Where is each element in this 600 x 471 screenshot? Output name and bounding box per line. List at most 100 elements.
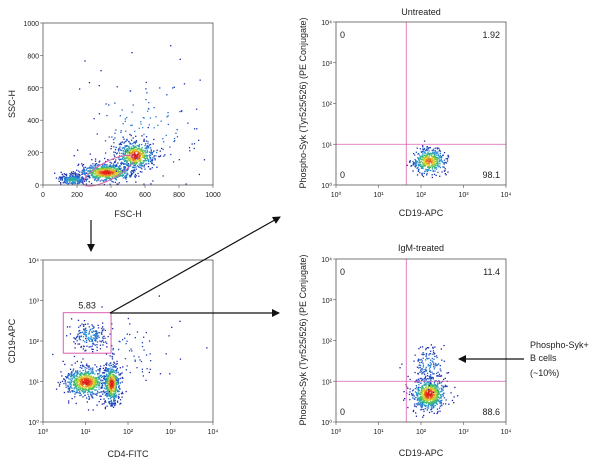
event-dot <box>67 390 69 393</box>
event-dot <box>85 169 87 171</box>
event-dot <box>84 378 86 380</box>
untreated-q-top-right: 1.92 <box>482 30 500 40</box>
event-dot <box>97 335 100 337</box>
event-dot <box>433 387 435 389</box>
event-dot <box>422 146 424 148</box>
event-dot <box>169 146 171 148</box>
event-dot <box>147 140 149 143</box>
event-dot <box>115 377 117 380</box>
event-dot <box>107 159 109 161</box>
event-dot <box>106 375 108 377</box>
event-dot <box>122 169 124 172</box>
event-dot <box>109 395 111 397</box>
event-dot <box>71 178 73 180</box>
event-dot <box>134 164 136 166</box>
event-dot <box>119 175 121 177</box>
event-dot <box>420 159 422 161</box>
event-dot <box>145 143 147 145</box>
event-dot <box>135 168 137 170</box>
event-dot <box>79 331 82 334</box>
event-dot <box>90 395 92 397</box>
event-dot <box>440 397 442 399</box>
event-dot <box>71 178 74 180</box>
event-dot <box>110 393 112 395</box>
event-dot <box>107 380 109 382</box>
event-dot <box>140 150 142 152</box>
event-dot <box>453 396 455 398</box>
event-dot <box>416 381 419 383</box>
event-dot <box>85 183 88 185</box>
event-dot <box>433 368 435 370</box>
event-dot <box>112 373 114 375</box>
event-dot <box>62 360 64 362</box>
event-dot <box>129 371 131 374</box>
event-dot <box>444 173 446 175</box>
event-dot <box>112 158 114 160</box>
event-dot <box>76 340 78 342</box>
event-dot <box>97 376 99 379</box>
event-dot <box>420 358 422 361</box>
event-dot <box>76 391 78 393</box>
event-dot <box>98 170 100 172</box>
event-dot <box>109 161 111 163</box>
event-dot <box>73 341 75 343</box>
event-dot <box>138 152 141 154</box>
event-dot <box>438 390 440 393</box>
event-dot <box>117 183 119 185</box>
event-dot <box>148 340 151 342</box>
event-dot <box>104 406 107 408</box>
event-dot <box>146 157 148 159</box>
event-dot <box>92 378 94 380</box>
event-dot <box>442 166 444 168</box>
event-dot <box>96 133 98 135</box>
event-dot <box>147 146 149 148</box>
event-dot <box>82 358 84 360</box>
event-dot <box>123 168 126 170</box>
event-dot <box>434 385 437 387</box>
event-dot <box>426 163 429 165</box>
event-dot <box>106 377 108 380</box>
event-dot <box>61 173 63 175</box>
event-dot <box>118 348 120 351</box>
event-dot <box>421 162 424 164</box>
event-dot <box>424 381 426 383</box>
event-dot <box>433 162 435 164</box>
event-dot <box>128 148 130 150</box>
event-dot <box>431 411 433 413</box>
event-dot <box>135 150 137 152</box>
x-tick-label: 10¹ <box>373 429 384 436</box>
event-dot <box>65 174 68 177</box>
event-dot <box>146 152 148 154</box>
event-dot <box>138 143 141 146</box>
event-dot <box>179 58 181 60</box>
event-dot <box>103 398 105 400</box>
event-dot <box>113 146 115 148</box>
event-dot <box>421 386 423 389</box>
event-dot <box>418 165 420 167</box>
event-dot <box>435 168 438 170</box>
event-dot <box>140 360 143 363</box>
event-dot <box>454 386 456 389</box>
event-dot <box>115 382 117 384</box>
event-dot <box>139 166 141 168</box>
event-dot <box>107 371 110 373</box>
event-dot <box>62 175 64 178</box>
event-dot <box>432 389 435 392</box>
event-dot <box>131 149 133 151</box>
event-dot <box>443 360 445 362</box>
event-dot <box>97 381 100 383</box>
event-dot <box>436 394 438 396</box>
event-dot <box>108 370 110 372</box>
event-dot <box>435 390 437 392</box>
event-dot <box>77 181 79 183</box>
event-dot <box>422 152 424 155</box>
event-dot <box>421 401 423 403</box>
event-dot <box>425 347 427 349</box>
event-dot <box>100 168 102 170</box>
event-dot <box>78 376 80 378</box>
event-dot <box>101 175 104 178</box>
event-dot <box>79 178 81 181</box>
event-dot <box>66 326 69 328</box>
event-dot <box>74 180 76 183</box>
